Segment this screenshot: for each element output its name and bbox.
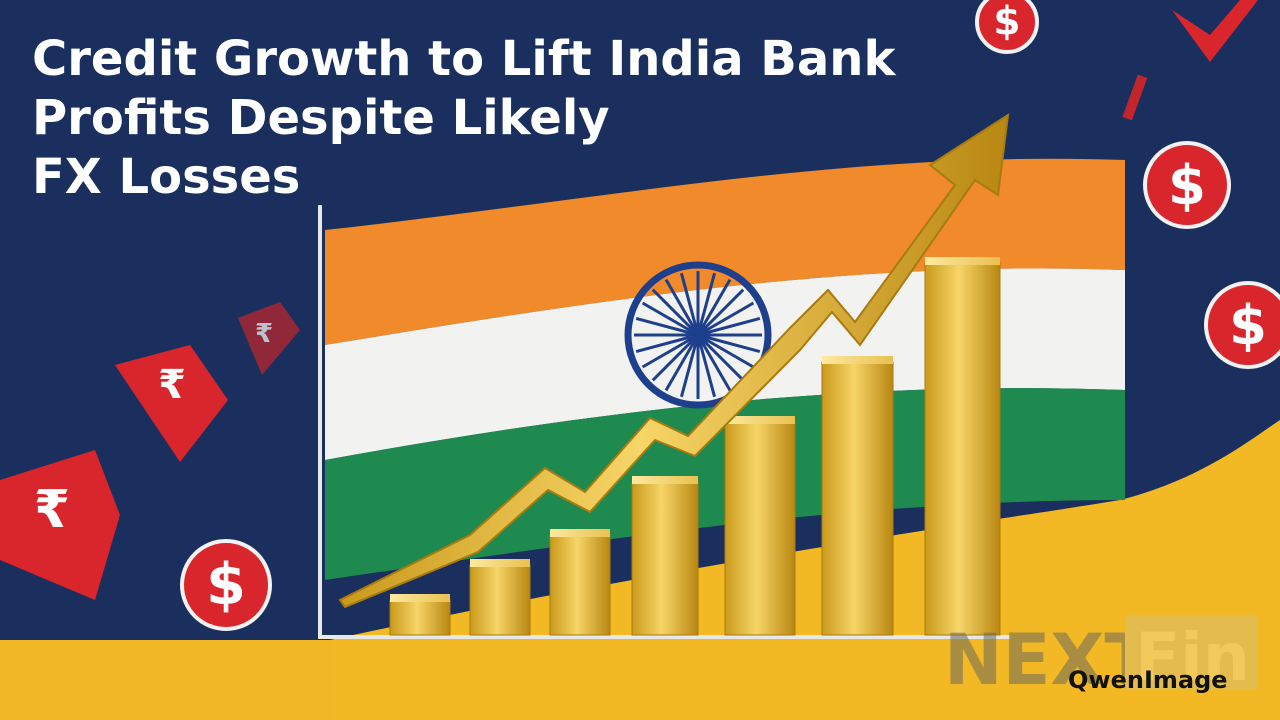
rupee-symbol: ₹ [34, 480, 70, 540]
gold-bar [469, 564, 531, 636]
chakra-spoke [635, 333, 699, 354]
chakra-spoke [696, 334, 732, 392]
chakra-spoke [679, 334, 700, 398]
rupee-arrow: ₹ [0, 450, 120, 600]
credit: QwenImage [1068, 666, 1228, 694]
chakra-spoke [664, 334, 700, 392]
chakra-spoke [697, 333, 761, 354]
rupee-symbol: ₹ [255, 319, 273, 349]
gold-bars [389, 257, 1001, 636]
chakra-spoke [696, 278, 732, 336]
chakra-spoke [696, 333, 745, 382]
chakra-spoke [664, 278, 700, 336]
gold-bar-top [725, 416, 795, 424]
chakra-spoke [696, 334, 717, 398]
dollar-symbol: $ [1229, 293, 1267, 357]
title-line: Profits Despite Likely [32, 90, 610, 146]
coin [975, 0, 1039, 54]
chakra-spoke [651, 333, 700, 382]
growth-arrow [338, 113, 1010, 609]
dollar-symbol: $ [206, 552, 246, 618]
title-line: FX Losses [32, 149, 300, 205]
gold-bar [821, 361, 894, 636]
chakra-spoke [697, 316, 761, 337]
chakra-spoke [651, 288, 700, 337]
gold-bar [549, 534, 611, 636]
dollar-coin: $ [1143, 141, 1231, 229]
dollar-symbol: $ [1168, 153, 1206, 217]
gold-bar [724, 421, 796, 636]
rupee-arrow: ₹ [115, 345, 228, 462]
chakra-spoke [697, 301, 755, 337]
chakra-spoke [679, 272, 700, 336]
chakra-spoke [635, 316, 699, 337]
dollar-symbol: $ [993, 0, 1020, 45]
title-line: Credit Growth to Lift India Bank [32, 31, 896, 87]
yellow-wave [330, 420, 1280, 720]
watermark: NEXT Fin [944, 615, 1257, 701]
gold-bar-top [550, 529, 610, 537]
chakra-spoke [696, 272, 717, 336]
coin [1204, 281, 1280, 369]
gold-bar-top [925, 257, 1000, 265]
red-fragment [1122, 74, 1148, 121]
brand-box [1125, 615, 1257, 690]
coin [180, 539, 272, 631]
gold-bar-top [632, 476, 698, 484]
gold-bar [389, 599, 451, 636]
gold-bar [631, 481, 699, 636]
chakra-spoke [641, 333, 699, 369]
gold-bar-top [822, 356, 893, 364]
brand-right: Fin [1135, 619, 1250, 696]
dollar-coin: $ [180, 539, 272, 631]
chakra-spoke [641, 301, 699, 337]
rupee-symbol: ₹ [158, 362, 186, 408]
gold-bar-top [470, 559, 530, 567]
dollar-coin: $ [1204, 281, 1280, 369]
dollar-coin: $ [975, 0, 1039, 54]
brand-left: NEXT [944, 619, 1152, 701]
chakra-spoke [697, 333, 755, 369]
rupee-arrow: ₹ [238, 302, 300, 375]
coin [1143, 141, 1231, 229]
gold-bar [924, 262, 1001, 636]
chakra-spoke [696, 288, 745, 337]
gold-bar-top [390, 594, 450, 602]
red-arrow [1172, 0, 1258, 62]
